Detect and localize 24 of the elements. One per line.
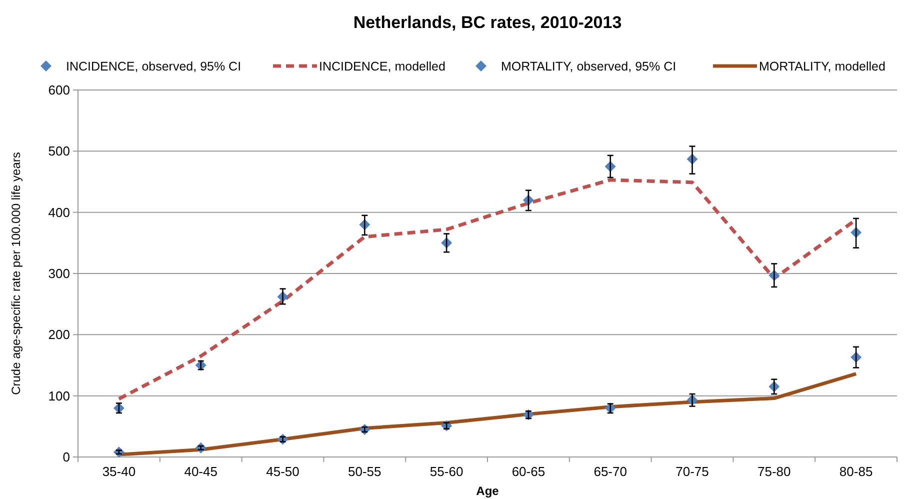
x-tick-label: 70-75 [676, 464, 709, 479]
x-tick-label: 45-50 [266, 464, 300, 479]
x-tick-label: 60-65 [512, 464, 546, 479]
x-axis-title: Age [476, 484, 500, 498]
x-tick-label: 40-45 [184, 464, 218, 479]
x-tick-label: 65-70 [594, 464, 627, 479]
y-tick-label: 300 [48, 266, 70, 282]
x-tick-label: 55-60 [430, 464, 464, 479]
y-tick-label: 600 [48, 82, 70, 98]
legend-label: INCIDENCE, observed, 95% CI [66, 59, 242, 74]
legend-label: MORTALITY, observed, 95% CI [501, 59, 676, 74]
y-tick-label: 200 [48, 327, 70, 342]
chart-title: Netherlands, BC rates, 2010-2013 [353, 13, 622, 32]
x-tick-label: 80-85 [839, 464, 873, 479]
x-tick-label: 50-55 [348, 464, 382, 479]
legend-label: INCIDENCE, modelled [319, 59, 446, 74]
y-tick-label: 0 [62, 450, 70, 465]
y-tick-label: 500 [48, 144, 70, 159]
x-tick-label: 75-80 [758, 464, 791, 479]
y-axis-title: Crude age-specific rate per 100.000 life years [9, 152, 23, 395]
legend-label: MORTALITY, modelled [759, 59, 886, 74]
y-tick-label: 100 [48, 388, 70, 404]
x-tick-label: 35-40 [102, 464, 136, 479]
y-tick-label: 400 [48, 204, 70, 220]
